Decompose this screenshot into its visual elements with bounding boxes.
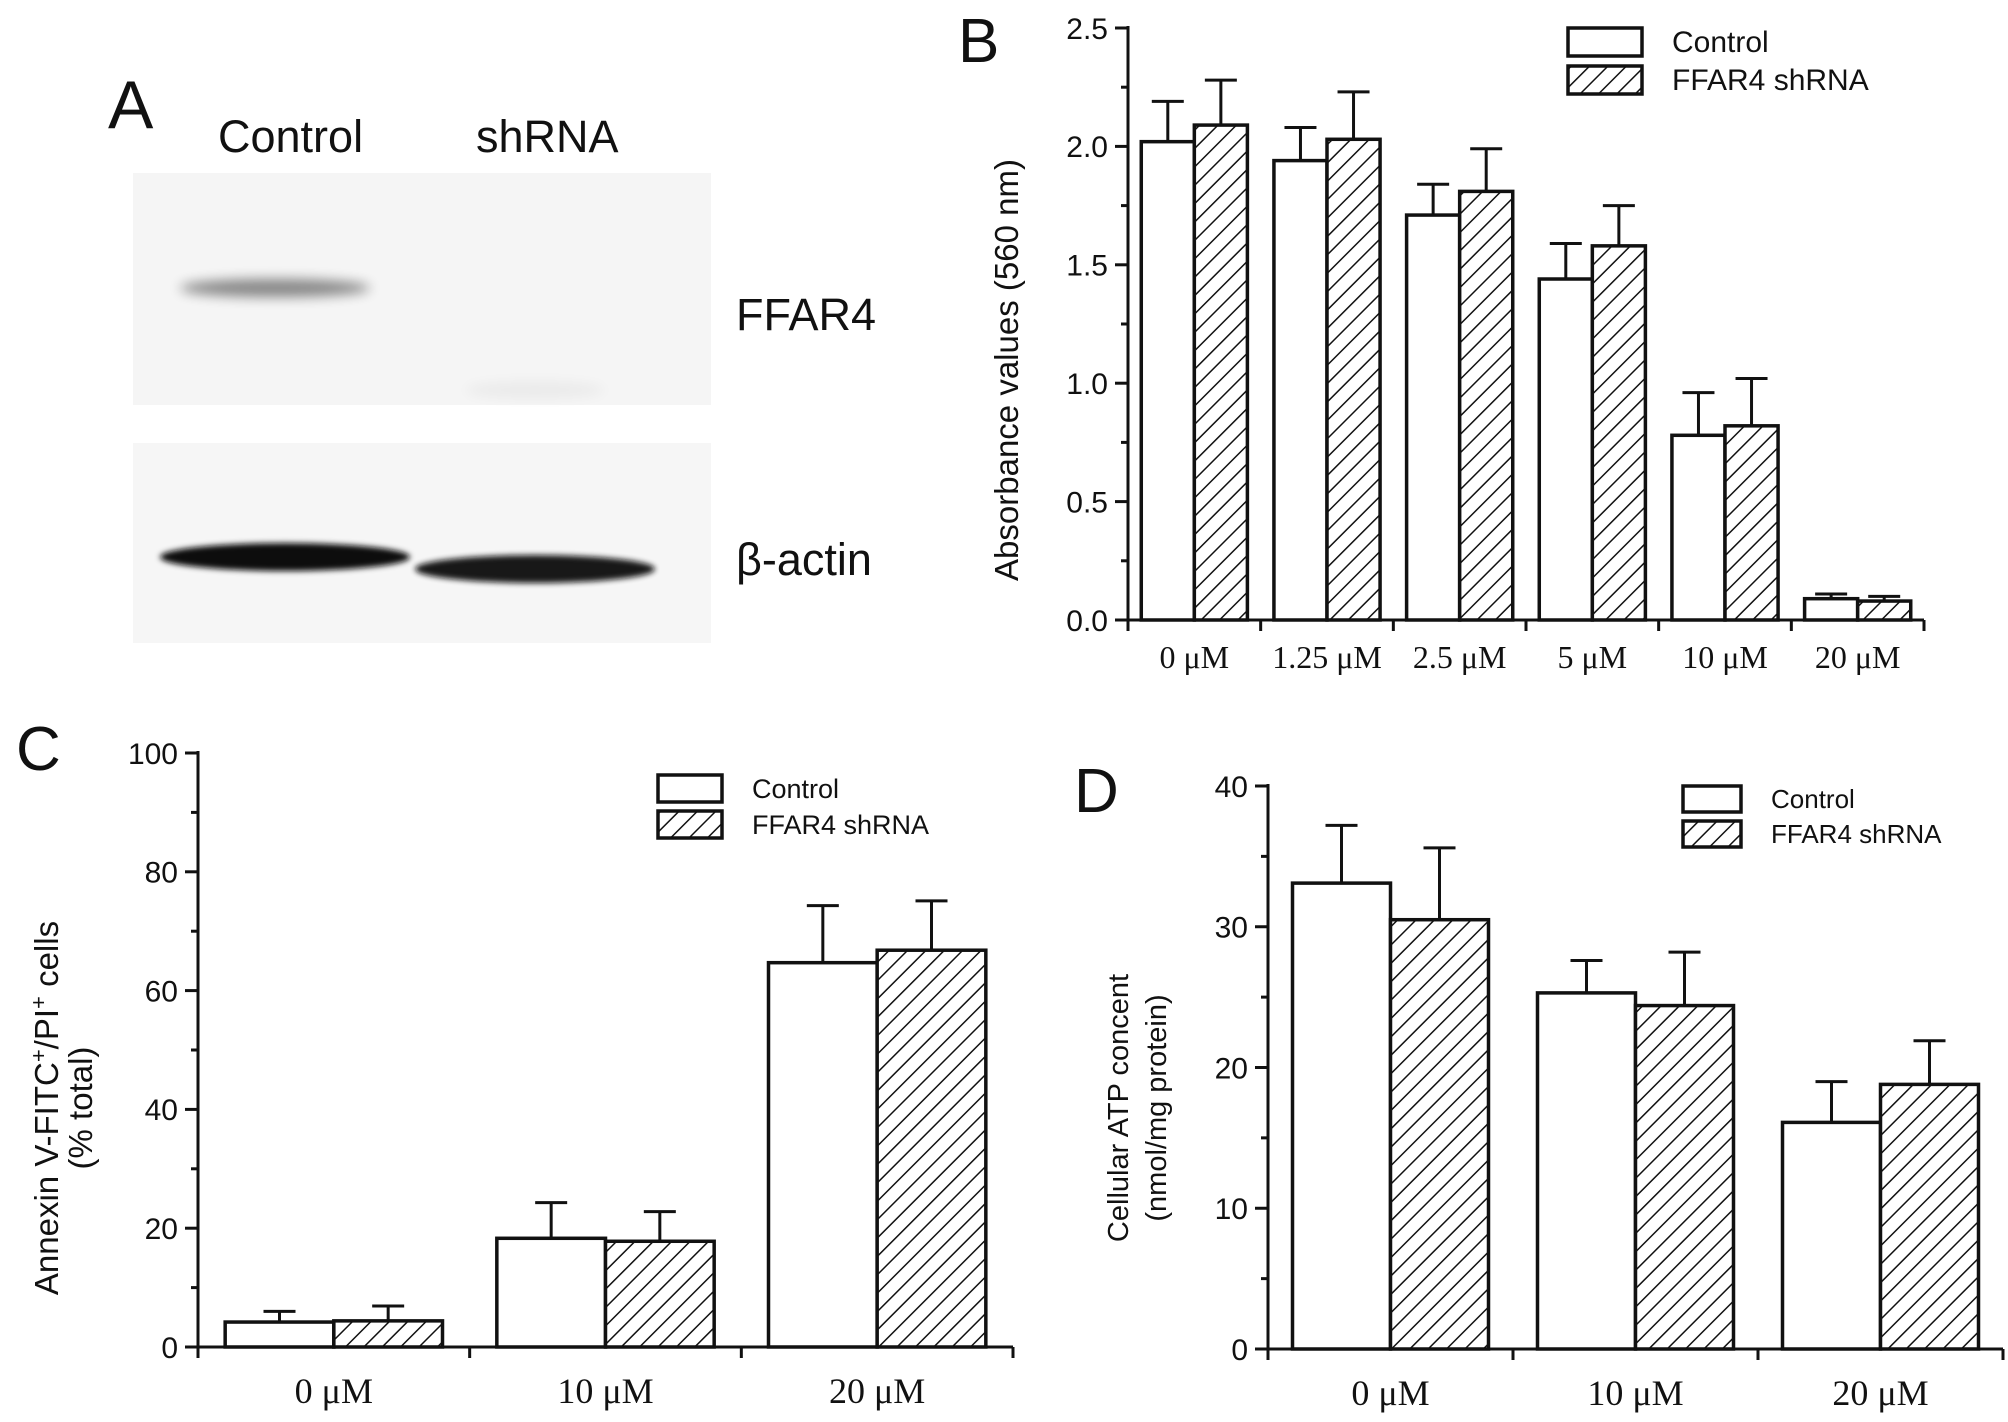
blot-band-actin [160,543,410,571]
bar [1670,433,1727,622]
x-tick-label: 0 μM [1160,639,1230,675]
bar [1780,1120,1883,1351]
bar [1855,599,1913,622]
x-tick-label: 20 μM [829,1371,925,1411]
panel-d: D Cellular ATP concent (nmol/mg protein)… [1074,757,2005,1413]
chart-b: 0.0 0.5 1.0 1.5 2.0 2.5 0 μM 1.25 μM 2.5 μM 5 μM 1… [1066,13,1926,675]
panel-label-d: D [1074,757,1119,826]
ylabel-d: Cellular ATP concent [1103,974,1135,1242]
ylabel2-d: (nmol/mg protein) [1141,994,1173,1221]
y-tick-label: 1.0 [1066,368,1108,401]
y-tick-label: 60 [145,975,178,1008]
legend-swatch [1681,784,1743,814]
chart-c: 0 20 40 60 80 100 0 μM 10 μM 20 μM Control FFAR4 s… [128,738,1015,1411]
y-tick-label: 0 [1231,1334,1248,1367]
x-tick-label: 10 μM [557,1371,653,1411]
y-tick-label: 0.0 [1066,605,1108,638]
bar [1590,244,1648,622]
bar [1878,1082,1981,1351]
blot-bands [160,279,655,583]
ylabel-c-part: /PI [28,1009,65,1049]
ylabel2-c: (% total) [62,1047,99,1170]
legend-label: FFAR4 shRNA [1672,64,1869,97]
y-tick-label: 0 [161,1332,178,1365]
y-tick-label: 20 [145,1213,178,1246]
legend-swatch [656,809,724,840]
legend-label: FFAR4 shRNA [752,810,929,840]
panel-label-c: C [16,715,61,784]
y-tick-label: 0.5 [1066,486,1108,519]
x-tick-label: 10 μM [1587,1373,1683,1413]
bar [1290,881,1393,1351]
x-tick-label: 0 μM [295,1371,373,1411]
blot-lane-label-shrna: shRNA [476,111,619,162]
bar [1325,137,1382,622]
bar [1535,991,1638,1351]
blot-band-ffar4 [180,279,370,297]
x-tick-label: 2.5 μM [1413,639,1507,675]
bar [875,948,988,1349]
blot-membrane-actin [133,443,711,643]
bar [1388,917,1491,1351]
bar [1457,189,1515,622]
panel-label-a: A [108,67,154,143]
bar [1139,139,1197,622]
bar [332,1319,445,1349]
legend-swatch [656,773,724,804]
x-tick-label: 20 μM [1832,1373,1928,1413]
legend-label: Control [1672,26,1769,59]
y-tick-label: 40 [145,1094,178,1127]
x-tick-label: 10 μM [1682,639,1768,675]
y-tick-label: 10 [1215,1193,1248,1226]
ylabel-c: Annexin V-FITC+/PI+ cells [26,921,65,1295]
y-tick-label: 80 [145,857,178,890]
blot-band-actin [415,555,655,583]
bar [1192,123,1250,622]
y-tick-label: 100 [128,738,178,771]
bar [1272,158,1329,622]
y-tick-label: 30 [1215,912,1248,945]
legend-label: Control [752,774,839,804]
panel-a: A Control shRNA FFAR4 β-actin [108,67,876,643]
panel-b: B Absorbance values (560 nm) 0.0 0.5 1.0 1.… [958,7,1926,675]
legend-swatch [1681,819,1743,849]
blot-band-label-ffar4: FFAR4 [736,289,876,340]
x-tick-label: 5 μM [1558,639,1628,675]
bar [1404,213,1462,622]
x-tick-label: 1.25 μM [1272,639,1382,675]
y-tick-label: 20 [1215,1052,1248,1085]
ylabel-c-part: cells [28,921,65,996]
y-tick-label: 40 [1215,771,1248,804]
bar [1537,277,1595,622]
bar [1633,1003,1736,1351]
bar [1723,424,1780,622]
ylabel-c-sup: + [26,1049,51,1062]
blot-band-ffar4 [465,381,605,399]
y-tick-label: 2.5 [1066,13,1108,46]
ylabel-b: Absorbance values (560 nm) [988,159,1025,581]
panel-c: C Annexin V-FITC+/PI+ cells (% total) 02… [16,715,1015,1411]
bar [223,1320,336,1349]
legend-label: FFAR4 shRNA [1771,819,1942,849]
legend-swatch [1566,64,1644,96]
blot-band-label-actin: β-actin [736,534,872,585]
bar [495,1236,608,1349]
ylabel-c-sup: + [26,996,51,1009]
x-tick-label: 20 μM [1815,639,1901,675]
panel-label-b: B [958,7,999,76]
blot-lane-label-control: Control [218,111,363,162]
y-tick-label: 2.0 [1066,131,1108,164]
legend-swatch [1566,26,1644,58]
bar [766,960,879,1349]
x-tick-label: 0 μM [1351,1373,1429,1413]
y-tick-label: 1.5 [1066,250,1108,283]
legend-label: Control [1771,784,1855,814]
bar [1802,596,1860,622]
chart-d: 0 10 20 30 40 0 μM 10 μM 20 μM Control FFAR4 shRN… [1215,771,2005,1413]
bar [603,1239,716,1349]
ylabel-c-part: Annexin V-FITC [28,1062,65,1295]
